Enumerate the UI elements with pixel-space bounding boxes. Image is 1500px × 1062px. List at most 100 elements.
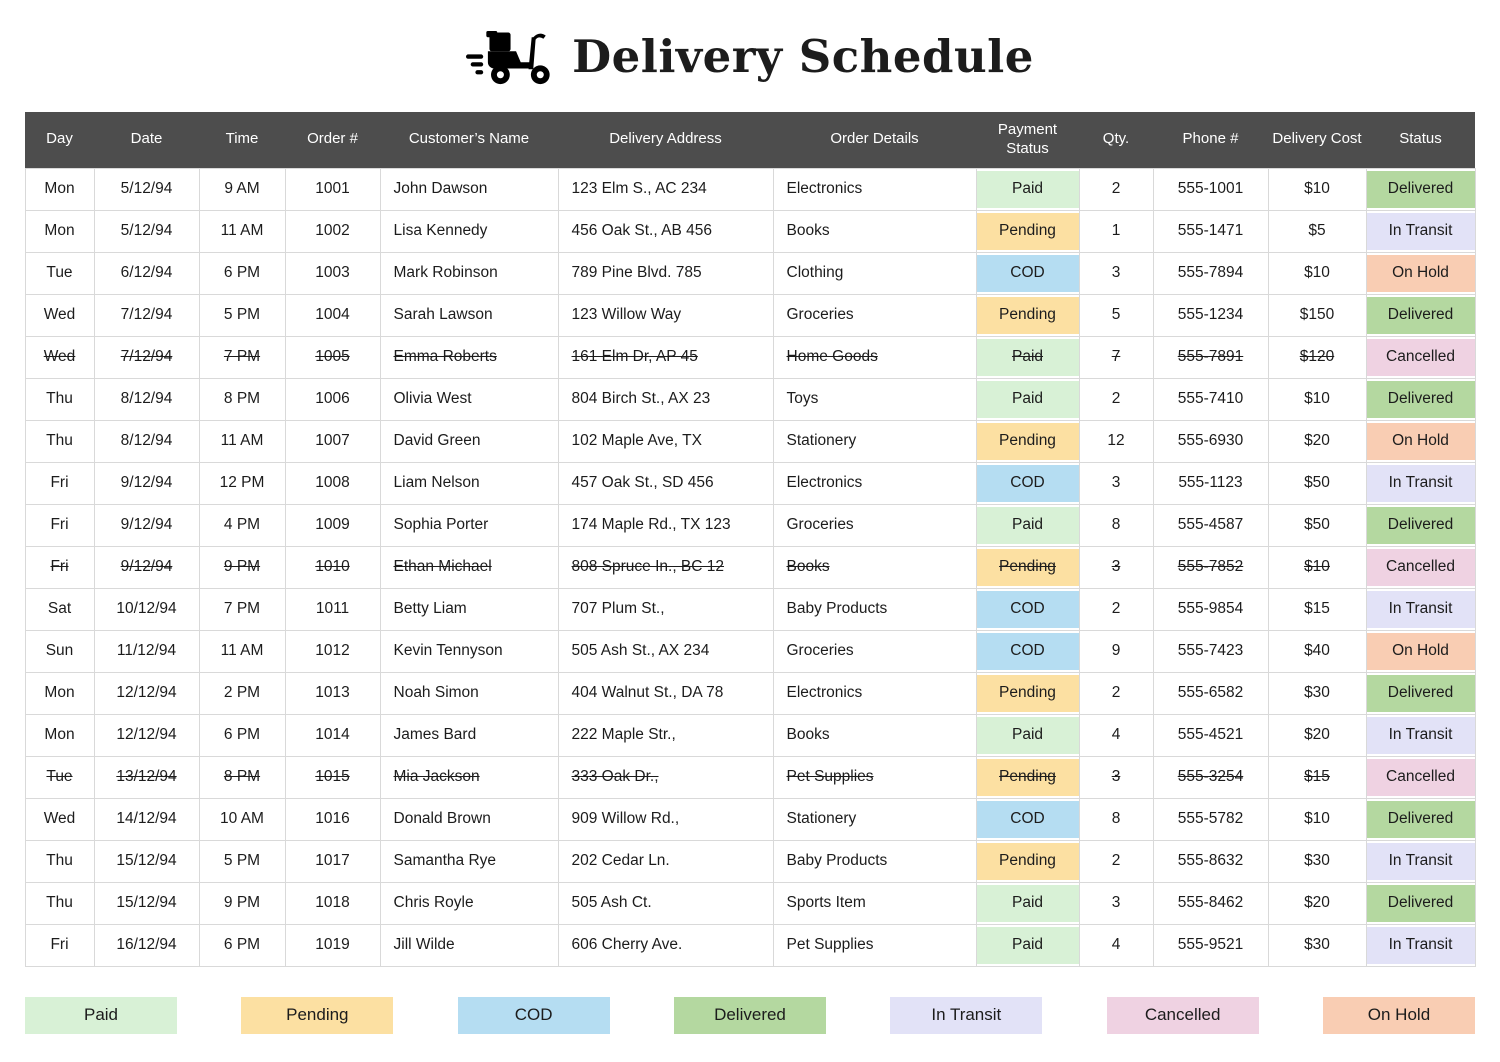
time-cell: 6 PM: [198, 713, 286, 757]
phone-cell: 555-4521: [1152, 713, 1269, 757]
order-number-cell: 1014: [284, 713, 381, 757]
table-row: Fri 16/12/94 6 PM 1019 Jill Wilde 606 Ch…: [24, 923, 1476, 967]
status-cell: In Transit: [1365, 923, 1476, 967]
payment-status-badge: Paid: [976, 506, 1079, 544]
customer-name-cell: John Dawson: [379, 167, 559, 211]
order-details-cell: Books: [772, 209, 977, 253]
day-cell: Wed: [24, 797, 95, 841]
table-row: Sat 10/12/94 7 PM 1011 Betty Liam 707 Pl…: [24, 587, 1476, 631]
status-badge: On Hold: [1366, 422, 1475, 460]
delivery-address-cell: 457 Oak St., SD 456: [557, 461, 774, 505]
time-cell: 12 PM: [198, 461, 286, 505]
date-cell: 7/12/94: [93, 335, 200, 379]
quantity-cell: 3: [1078, 755, 1154, 799]
column-header: Order #: [285, 112, 380, 168]
delivery-cost-cell: $20: [1267, 419, 1367, 463]
delivery-address-cell: 123 Elm S., AC 234: [557, 167, 774, 211]
table-row: Fri 9/12/94 9 PM 1010 Ethan Michael 808 …: [24, 545, 1476, 589]
delivery-address-cell: 606 Cherry Ave.: [557, 923, 774, 967]
delivery-cost-cell: $30: [1267, 839, 1367, 883]
delivery-cost-cell: $50: [1267, 461, 1367, 505]
column-header: Qty.: [1079, 112, 1153, 168]
day-cell: Fri: [24, 923, 95, 967]
payment-status-cell: Pending: [975, 671, 1080, 715]
column-header: Delivery Address: [558, 112, 773, 168]
delivery-address-cell: 222 Maple Str.,: [557, 713, 774, 757]
quantity-cell: 2: [1078, 839, 1154, 883]
payment-status-badge: COD: [976, 800, 1079, 838]
legend-badge: Paid: [25, 996, 177, 1034]
customer-name-cell: Mia Jackson: [379, 755, 559, 799]
phone-cell: 555-7894: [1152, 251, 1269, 295]
payment-status-badge: Pending: [976, 548, 1079, 586]
column-header: Day: [25, 112, 94, 168]
customer-name-cell: Sarah Lawson: [379, 293, 559, 337]
delivery-address-cell: 102 Maple Ave, TX: [557, 419, 774, 463]
delivery-cost-cell: $40: [1267, 629, 1367, 673]
quantity-cell: 8: [1078, 797, 1154, 841]
date-cell: 9/12/94: [93, 503, 200, 547]
delivery-address-cell: 202 Cedar Ln.: [557, 839, 774, 883]
order-details-cell: Home Goods: [772, 335, 977, 379]
date-cell: 13/12/94: [93, 755, 200, 799]
status-cell: On Hold: [1365, 251, 1476, 295]
table-row: Mon 12/12/94 2 PM 1013 Noah Simon 404 Wa…: [24, 671, 1476, 715]
delivery-address-cell: 909 Willow Rd.,: [557, 797, 774, 841]
table-body: Mon 5/12/94 9 AM 1001 John Dawson 123 El…: [24, 167, 1476, 967]
payment-status-cell: Pending: [975, 545, 1080, 589]
order-details-cell: Pet Supplies: [772, 755, 977, 799]
status-badge: In Transit: [1366, 212, 1475, 250]
customer-name-cell: Noah Simon: [379, 671, 559, 715]
status-badge: Delivered: [1366, 800, 1475, 838]
payment-status-cell: Paid: [975, 167, 1080, 211]
customer-name-cell: Ethan Michael: [379, 545, 559, 589]
date-cell: 7/12/94: [93, 293, 200, 337]
legend-badge: Pending: [241, 996, 394, 1034]
date-cell: 6/12/94: [93, 251, 200, 295]
legend-badge: Cancelled: [1106, 996, 1259, 1034]
table-row: Tue 13/12/94 8 PM 1015 Mia Jackson 333 O…: [24, 755, 1476, 799]
order-details-cell: Baby Products: [772, 839, 977, 883]
payment-status-badge: Paid: [976, 716, 1079, 754]
page-title: Delivery Schedule: [572, 29, 1034, 83]
delivery-cost-cell: $10: [1267, 251, 1367, 295]
table-row: Wed 7/12/94 7 PM 1005 Emma Roberts 161 E…: [24, 335, 1476, 379]
payment-status-badge: Pending: [976, 758, 1079, 796]
status-badge: Delivered: [1366, 674, 1475, 712]
order-number-cell: 1012: [284, 629, 381, 673]
payment-status-cell: Pending: [975, 755, 1080, 799]
date-cell: 5/12/94: [93, 209, 200, 253]
order-details-cell: Sports Item: [772, 881, 977, 925]
table-row: Thu 15/12/94 5 PM 1017 Samantha Rye 202 …: [24, 839, 1476, 883]
delivery-address-cell: 505 Ash St., AX 234: [557, 629, 774, 673]
phone-cell: 555-7410: [1152, 377, 1269, 421]
order-details-cell: Groceries: [772, 629, 977, 673]
status-badge: Delivered: [1366, 170, 1475, 208]
phone-cell: 555-1234: [1152, 293, 1269, 337]
order-details-cell: Electronics: [772, 167, 977, 211]
phone-cell: 555-7852: [1152, 545, 1269, 589]
status-cell: In Transit: [1365, 587, 1476, 631]
date-cell: 15/12/94: [93, 881, 200, 925]
table-row: Tue 6/12/94 6 PM 1003 Mark Robinson 789 …: [24, 251, 1476, 295]
delivery-cost-cell: $50: [1267, 503, 1367, 547]
table-row: Thu 8/12/94 11 AM 1007 David Green 102 M…: [24, 419, 1476, 463]
payment-status-cell: COD: [975, 629, 1080, 673]
status-badge: On Hold: [1366, 254, 1475, 292]
day-cell: Thu: [24, 839, 95, 883]
delivery-cost-cell: $5: [1267, 209, 1367, 253]
day-cell: Tue: [24, 251, 95, 295]
delivery-cost-cell: $15: [1267, 755, 1367, 799]
day-cell: Thu: [24, 881, 95, 925]
order-number-cell: 1016: [284, 797, 381, 841]
payment-status-cell: COD: [975, 587, 1080, 631]
order-number-cell: 1007: [284, 419, 381, 463]
delivery-cost-cell: $10: [1267, 167, 1367, 211]
table-row: Fri 9/12/94 4 PM 1009 Sophia Porter 174 …: [24, 503, 1476, 547]
payment-status-cell: Pending: [975, 209, 1080, 253]
order-number-cell: 1005: [284, 335, 381, 379]
status-cell: Delivered: [1365, 671, 1476, 715]
status-cell: Delivered: [1365, 293, 1476, 337]
customer-name-cell: James Bard: [379, 713, 559, 757]
day-cell: Fri: [24, 461, 95, 505]
